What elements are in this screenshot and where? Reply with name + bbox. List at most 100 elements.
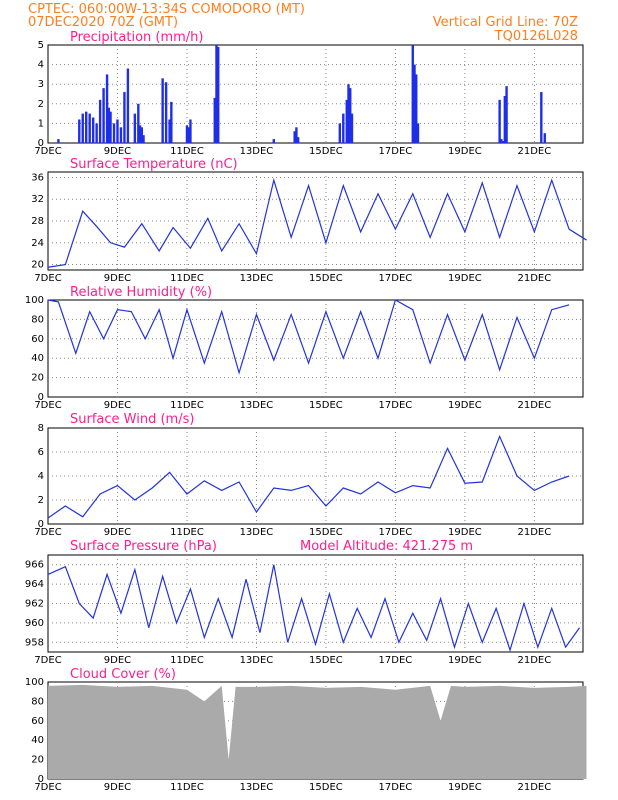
cloud-ytick: 60 [31,716,44,727]
wind-line [47,434,570,519]
precip-bar [112,123,116,143]
pressure-ytick: 960 [25,618,44,629]
precip-bar [88,113,91,143]
wind-ytick: 8 [38,423,44,434]
precip-ytick: 1 [38,118,44,129]
precip-xtick: 15DEC [309,146,343,157]
precip-bar [105,74,109,143]
temp-title: Surface Temperature (nC) [70,157,238,172]
precip-xtick: 7DEC [34,146,61,157]
pressure-xtick: 13DEC [240,655,274,666]
temp-xtick: 11DEC [170,273,204,284]
precip-bar [107,107,110,143]
temp-xtick: 15DEC [309,273,343,284]
temp-xtick: 21DEC [517,273,551,284]
precip-bar [411,45,414,143]
rh-xtick: 21DEC [517,400,551,411]
precip-bar [293,131,296,143]
pressure-xtick: 17DEC [379,655,413,666]
rh-xtick: 17DEC [379,400,413,411]
pressure-line [47,564,581,653]
pressure-xtick: 21DEC [517,655,551,666]
wind-ytick: 0 [38,519,44,530]
cloud-xtick: 21DEC [517,782,551,793]
precip-bar [543,133,546,143]
cloud-xtick: 7DEC [34,782,61,793]
temp-xtick: 17DEC [379,273,413,284]
rh-ytick: 100 [25,295,44,306]
pressure-ytick: 962 [25,599,44,610]
precip-bar [187,127,190,143]
precip-xtick: 21DEC [517,146,551,157]
rh-title: Relative Humidity (%) [70,285,212,300]
pressure-xtick: 9DEC [104,655,131,666]
cloud-xtick: 15DEC [309,782,343,793]
rh-xtick: 9DEC [104,400,131,411]
temp-line [47,177,587,268]
precip-bar [503,95,507,143]
precip-bar [138,125,142,143]
rh-xtick: 19DEC [448,400,482,411]
wind-xtick: 19DEC [448,527,482,538]
cloud-ytick: 80 [31,696,44,707]
precip-bar [98,99,102,143]
precip-bar [91,117,95,143]
precip-bar [345,99,348,143]
pressure-ytick: 958 [25,637,44,648]
precip-bar [347,84,350,143]
rh-frame [47,299,584,398]
cloud-area [48,684,587,779]
cloud-ytick: 100 [25,677,44,688]
precip-bar [338,123,342,143]
precip-bar [349,88,352,143]
precip-bar [342,113,345,143]
precip-bar [161,78,164,143]
precip-bar [102,88,105,143]
precip-bar [185,125,189,143]
precip-xtick: 17DEC [379,146,413,157]
precip-bar [85,111,88,143]
precip-bar [142,135,145,143]
wind-xtick: 21DEC [517,527,551,538]
precip-xtick: 19DEC [448,146,482,157]
precip-bar [498,99,501,143]
rh-xtick: 7DEC [34,400,61,411]
precip-xtick: 11DEC [170,146,204,157]
temp-ytick: 36 [31,172,44,183]
temp-ytick: 20 [31,260,44,271]
temp-xtick: 7DEC [34,273,61,284]
temp-ytick: 24 [31,238,44,249]
precip-bar [119,127,123,143]
cloud-xtick: 19DEC [448,782,482,793]
precip-ytick: 4 [38,60,44,71]
rh-xtick: 13DEC [240,400,274,411]
precip-bar [501,141,505,143]
wind-xtick: 7DEC [34,527,61,538]
temp-xtick: 9DEC [104,273,131,284]
precip-ytick: 0 [38,138,44,149]
temp-xtick: 13DEC [240,273,274,284]
precip-title: Precipitation (mm/h) [70,30,203,45]
pressure-title: Surface Pressure (hPa) [70,539,217,554]
wind-ytick: 2 [38,495,44,506]
precip-bar [215,45,218,143]
precip-bar [164,82,168,143]
precip-ytick: 2 [38,99,44,110]
precip-bar [78,119,81,143]
pressure-xtick: 11DEC [170,655,204,666]
cloud-xtick: 11DEC [170,782,204,793]
temp-ytick: 32 [31,194,44,205]
precip-bar [500,139,503,143]
rh-ytick: 60 [31,334,44,345]
precip-bar [413,64,416,143]
precip-bar [272,139,276,143]
header-date: 07DEC2020 70Z (GMT) [28,15,178,30]
precip-bar [95,123,98,143]
precip-bar [217,46,220,143]
rh-xtick: 15DEC [309,400,343,411]
wind-xtick: 15DEC [309,527,343,538]
precip-bar [109,111,112,143]
precip-bar [168,119,171,143]
precip-bar [170,101,173,143]
pressure-ytick: 966 [25,560,44,571]
